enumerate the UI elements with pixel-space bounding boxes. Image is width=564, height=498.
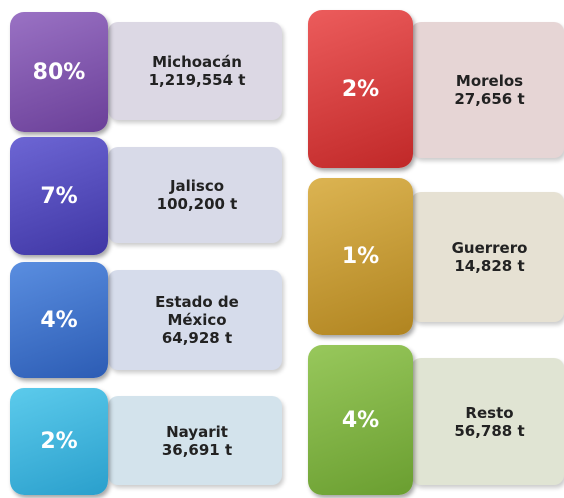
percent-tile: 4% [308,345,413,495]
state-label: Estado de México 64,928 t [108,270,282,370]
percent-tile: 4% [10,262,108,378]
percent-tile: 2% [10,388,108,495]
state-label: Michoacán 1,219,554 t [108,22,282,120]
state-amount: 14,828 t [454,257,525,275]
percent-tile: 1% [308,178,413,335]
state-name: Jalisco [169,177,225,195]
percent-tile: 2% [308,10,413,168]
state-name: Morelos [455,72,524,90]
state-amount: 64,928 t [161,329,233,347]
state-name: Estado de México [155,293,239,329]
state-name: Resto [465,403,514,422]
state-amount: 100,200 t [156,195,238,213]
state-name: Guerrero [451,239,528,257]
state-label: Nayarit 36,691 t [108,396,282,485]
state-amount: 56,788 t [454,421,525,440]
state-amount: 36,691 t [161,440,233,459]
state-name: Michoacán [152,53,242,71]
percent-tile: 7% [10,137,108,255]
state-amount: 27,656 t [454,90,525,108]
percent-tile: 80% [10,12,108,132]
state-label: Guerrero 14,828 t [411,192,564,322]
state-label: Resto 56,788 t [411,358,564,485]
state-name: Nayarit [166,422,228,441]
state-label: Morelos 27,656 t [411,22,564,158]
state-label: Jalisco 100,200 t [108,147,282,243]
state-amount: 1,219,554 t [148,71,246,89]
